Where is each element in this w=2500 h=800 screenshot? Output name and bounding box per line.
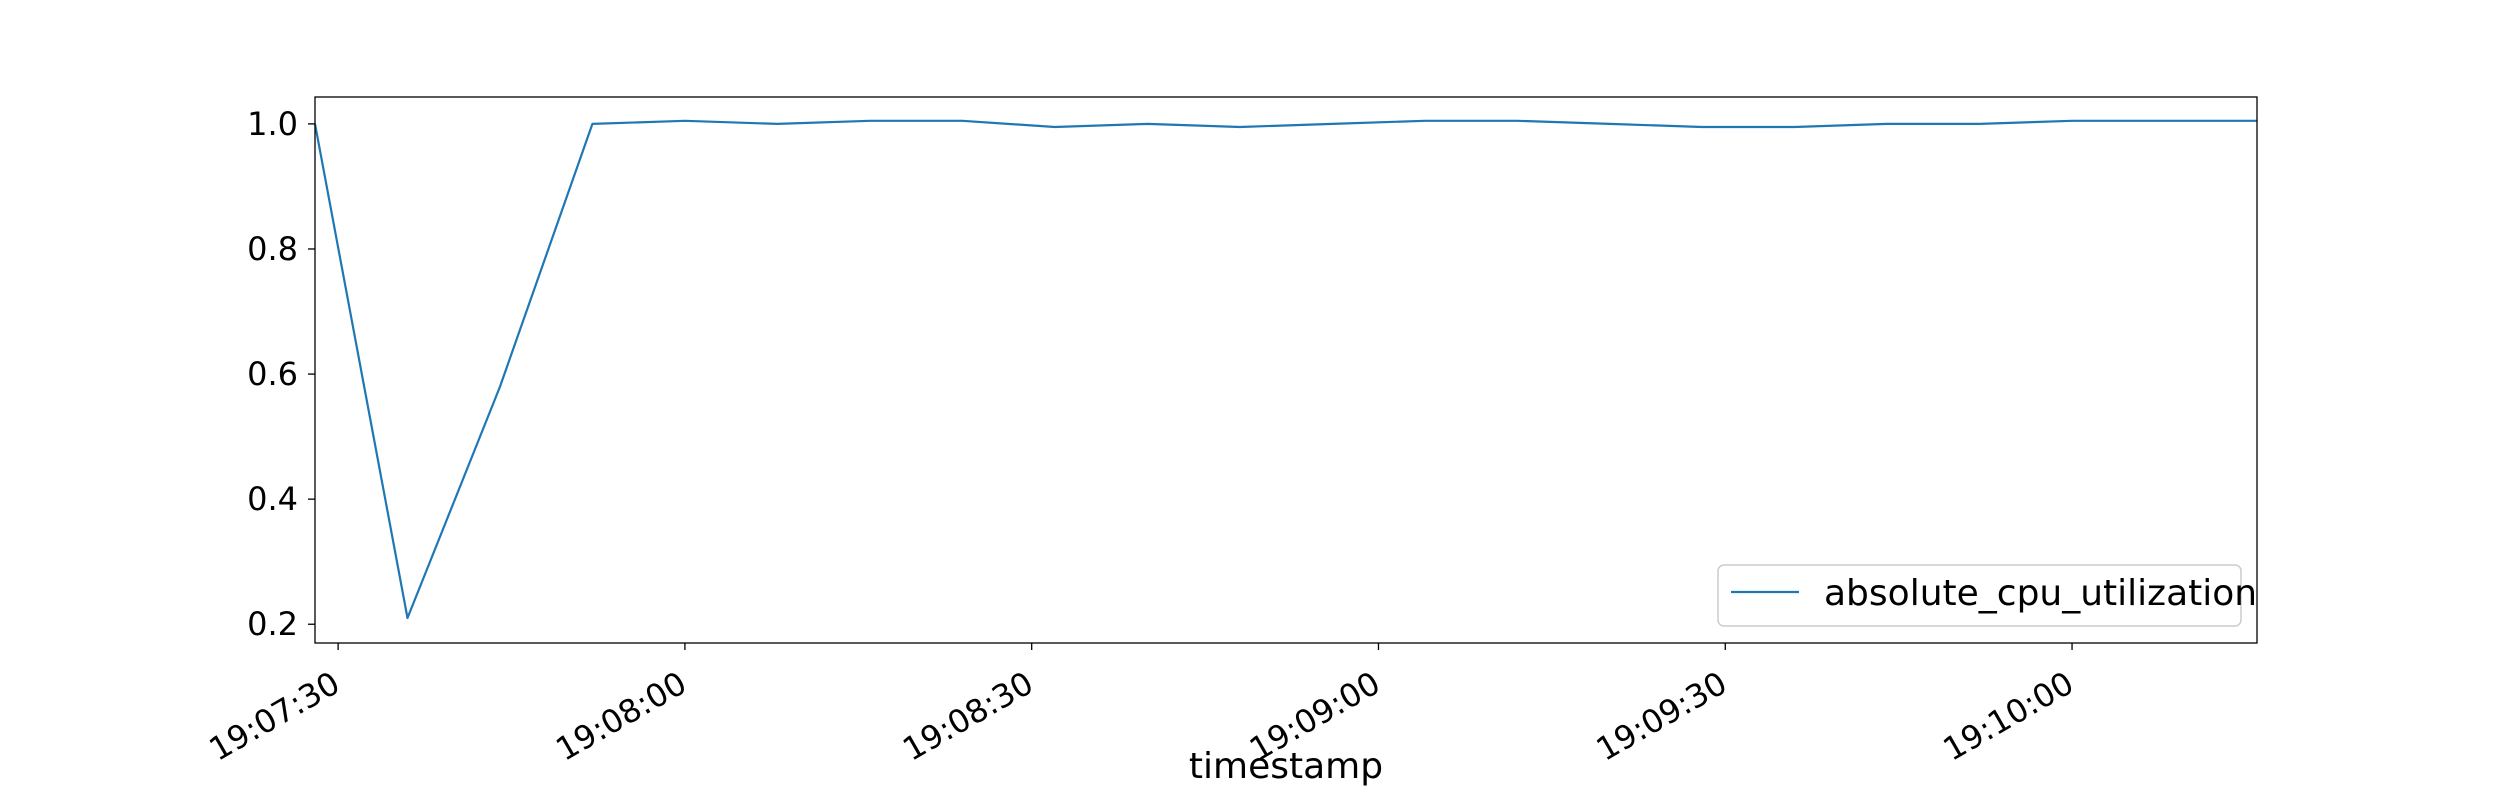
x-tick-label: 19:08:00 <box>549 664 692 769</box>
x-tick-label: 19:10:00 <box>1937 664 2080 769</box>
x-tick-label: 19:08:30 <box>896 664 1039 769</box>
x-tick-label: 19:09:30 <box>1590 664 1733 769</box>
legend-label: absolute_cpu_utilization <box>1824 573 2257 614</box>
y-axis-ticks: 0.2 0.4 0.6 0.8 1.0 <box>247 105 315 643</box>
y-tick-label: 1.0 <box>247 105 298 143</box>
x-axis-title: timestamp <box>1189 746 1383 787</box>
y-tick-label: 0.6 <box>247 355 298 393</box>
legend: absolute_cpu_utilization <box>1717 564 2257 627</box>
x-tick-label: 19:07:30 <box>203 664 346 769</box>
y-tick-label: 0.8 <box>247 230 298 268</box>
x-axis-ticks: 19:07:30 19:08:00 19:08:30 19:09:00 19:09:30… <box>203 643 2080 769</box>
plot-frame <box>314 96 2258 644</box>
y-tick-label: 0.4 <box>247 480 298 518</box>
series-layer <box>313 119 2257 620</box>
y-tick-label: 0.2 <box>247 605 298 643</box>
legend-box <box>1717 564 2242 627</box>
series-line <box>313 119 2257 620</box>
